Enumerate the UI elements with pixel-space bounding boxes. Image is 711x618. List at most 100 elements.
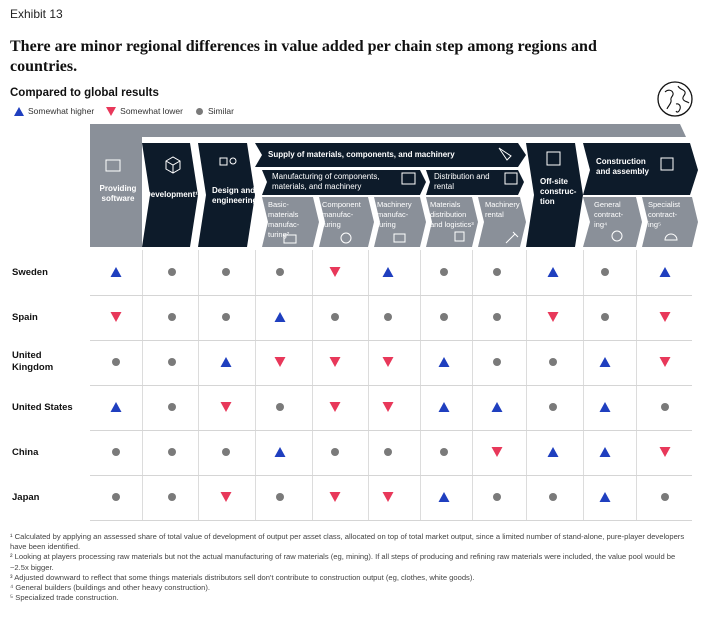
similar-dot-icon (493, 358, 501, 366)
header-development: Development¹ (145, 190, 198, 199)
row-divider (90, 340, 692, 341)
higher-triangle-icon (659, 267, 671, 277)
lower-triangle-icon (274, 357, 286, 367)
col-providing-software (90, 137, 142, 247)
col-basic-materials (262, 197, 319, 247)
lower-triangle-icon (329, 267, 341, 277)
col-design-engineering (198, 143, 255, 247)
header-general-contracting: General contract-ing⁴ (594, 200, 624, 229)
similar-dot-icon (222, 313, 230, 321)
gear-icon (340, 232, 352, 244)
worker-icon (611, 230, 623, 242)
higher-triangle-icon (599, 357, 611, 367)
similar-dot-icon (440, 448, 448, 456)
similar-dot-icon (384, 313, 392, 321)
header-machinery-rental: Machinery rental (485, 200, 520, 219)
building-icon (660, 157, 674, 171)
bricks-icon (283, 234, 297, 244)
wrench-icon (505, 231, 519, 244)
row-divider (90, 385, 692, 386)
higher-triangle-icon (382, 267, 394, 277)
supply-band (255, 143, 526, 167)
similar-dot-icon (168, 448, 176, 456)
row-divider (90, 475, 692, 476)
lower-triangle-icon (382, 492, 394, 502)
row-label: Japan (12, 492, 40, 503)
machine-icon (393, 233, 406, 243)
legend-similar-label: Similar (208, 106, 234, 116)
header-providing-software: Providing software (99, 184, 137, 203)
similar-dot-icon (601, 268, 609, 276)
similar-dot-icon (331, 313, 339, 321)
design-icon (219, 157, 228, 166)
higher-triangle-icon (599, 492, 611, 502)
offsite-icon (546, 151, 561, 166)
subtitle: Compared to global results (10, 87, 159, 99)
header-top-band (90, 124, 686, 137)
higher-triangle-icon (438, 357, 450, 367)
higher-triangle-icon (547, 447, 559, 457)
warehouse-icon (504, 172, 518, 185)
footnote-3: ³ Adjusted downward to reflect that some… (10, 572, 475, 582)
lower-triangle-icon (329, 357, 341, 367)
software-icon (105, 159, 121, 172)
lower-triangle-icon (220, 402, 232, 412)
col-specialist-contracting (642, 197, 698, 247)
lower-triangle-icon (329, 402, 341, 412)
exhibit-label: Exhibit 13 (10, 7, 63, 21)
row-divider (90, 520, 692, 521)
similar-dot-icon (168, 358, 176, 366)
row-label: United Kingdom (12, 350, 54, 373)
legend-higher: Somewhat higher (14, 106, 94, 116)
header-manufacturing-group: Manufacturing of components, materials, … (272, 172, 380, 191)
similar-dot-icon (440, 313, 448, 321)
higher-triangle-icon (110, 402, 122, 412)
header-design-engineering: Design and engineering (212, 186, 258, 205)
similar-dot-icon (276, 403, 284, 411)
header-component: Component manufac-turing (322, 200, 361, 229)
triangle-up-icon (14, 106, 24, 116)
col-development (142, 143, 198, 247)
higher-triangle-icon (438, 492, 450, 502)
row-label: Spain (12, 312, 38, 323)
col-materials-distribution (426, 197, 478, 247)
legend-lower-label: Somewhat lower (120, 106, 183, 116)
lower-triangle-icon (659, 447, 671, 457)
similar-dot-icon (222, 448, 230, 456)
helmet-icon (664, 233, 678, 241)
distribution-band (426, 170, 524, 195)
row-label: United States (12, 402, 73, 413)
design-circle-icon (229, 157, 237, 165)
similar-dot-icon (331, 448, 339, 456)
col-offsite (526, 143, 583, 247)
col-machinery-manuf (374, 197, 426, 247)
higher-triangle-icon (599, 447, 611, 457)
header-specialist-contracting: Specialist contract-ing⁵ (648, 200, 681, 229)
similar-dot-icon (661, 403, 669, 411)
header-offsite: Off-site construc-tion (540, 177, 577, 206)
similar-dot-icon (549, 358, 557, 366)
similar-dot-icon (661, 493, 669, 501)
similar-dot-icon (549, 493, 557, 501)
similar-dot-icon (168, 493, 176, 501)
col-machinery-rental (478, 197, 526, 247)
triangle-down-icon (106, 106, 117, 116)
footnotes: ¹ Calculated by applying an assessed sha… (10, 532, 695, 603)
higher-triangle-icon (274, 312, 286, 322)
higher-triangle-icon (438, 402, 450, 412)
higher-triangle-icon (599, 402, 611, 412)
lower-triangle-icon (329, 492, 341, 502)
higher-triangle-icon (547, 267, 559, 277)
similar-dot-icon (112, 493, 120, 501)
legend-similar: Similar (195, 106, 234, 116)
similar-dot-icon (112, 448, 120, 456)
lower-triangle-icon (659, 357, 671, 367)
header-construction-group: Construction and assembly (596, 157, 649, 176)
similar-dot-icon (112, 358, 120, 366)
truck-icon (498, 147, 512, 161)
similar-dot-icon (440, 268, 448, 276)
lower-triangle-icon (110, 312, 122, 322)
higher-triangle-icon (491, 402, 503, 412)
similar-dot-icon (168, 268, 176, 276)
manufacturing-band (262, 170, 426, 195)
